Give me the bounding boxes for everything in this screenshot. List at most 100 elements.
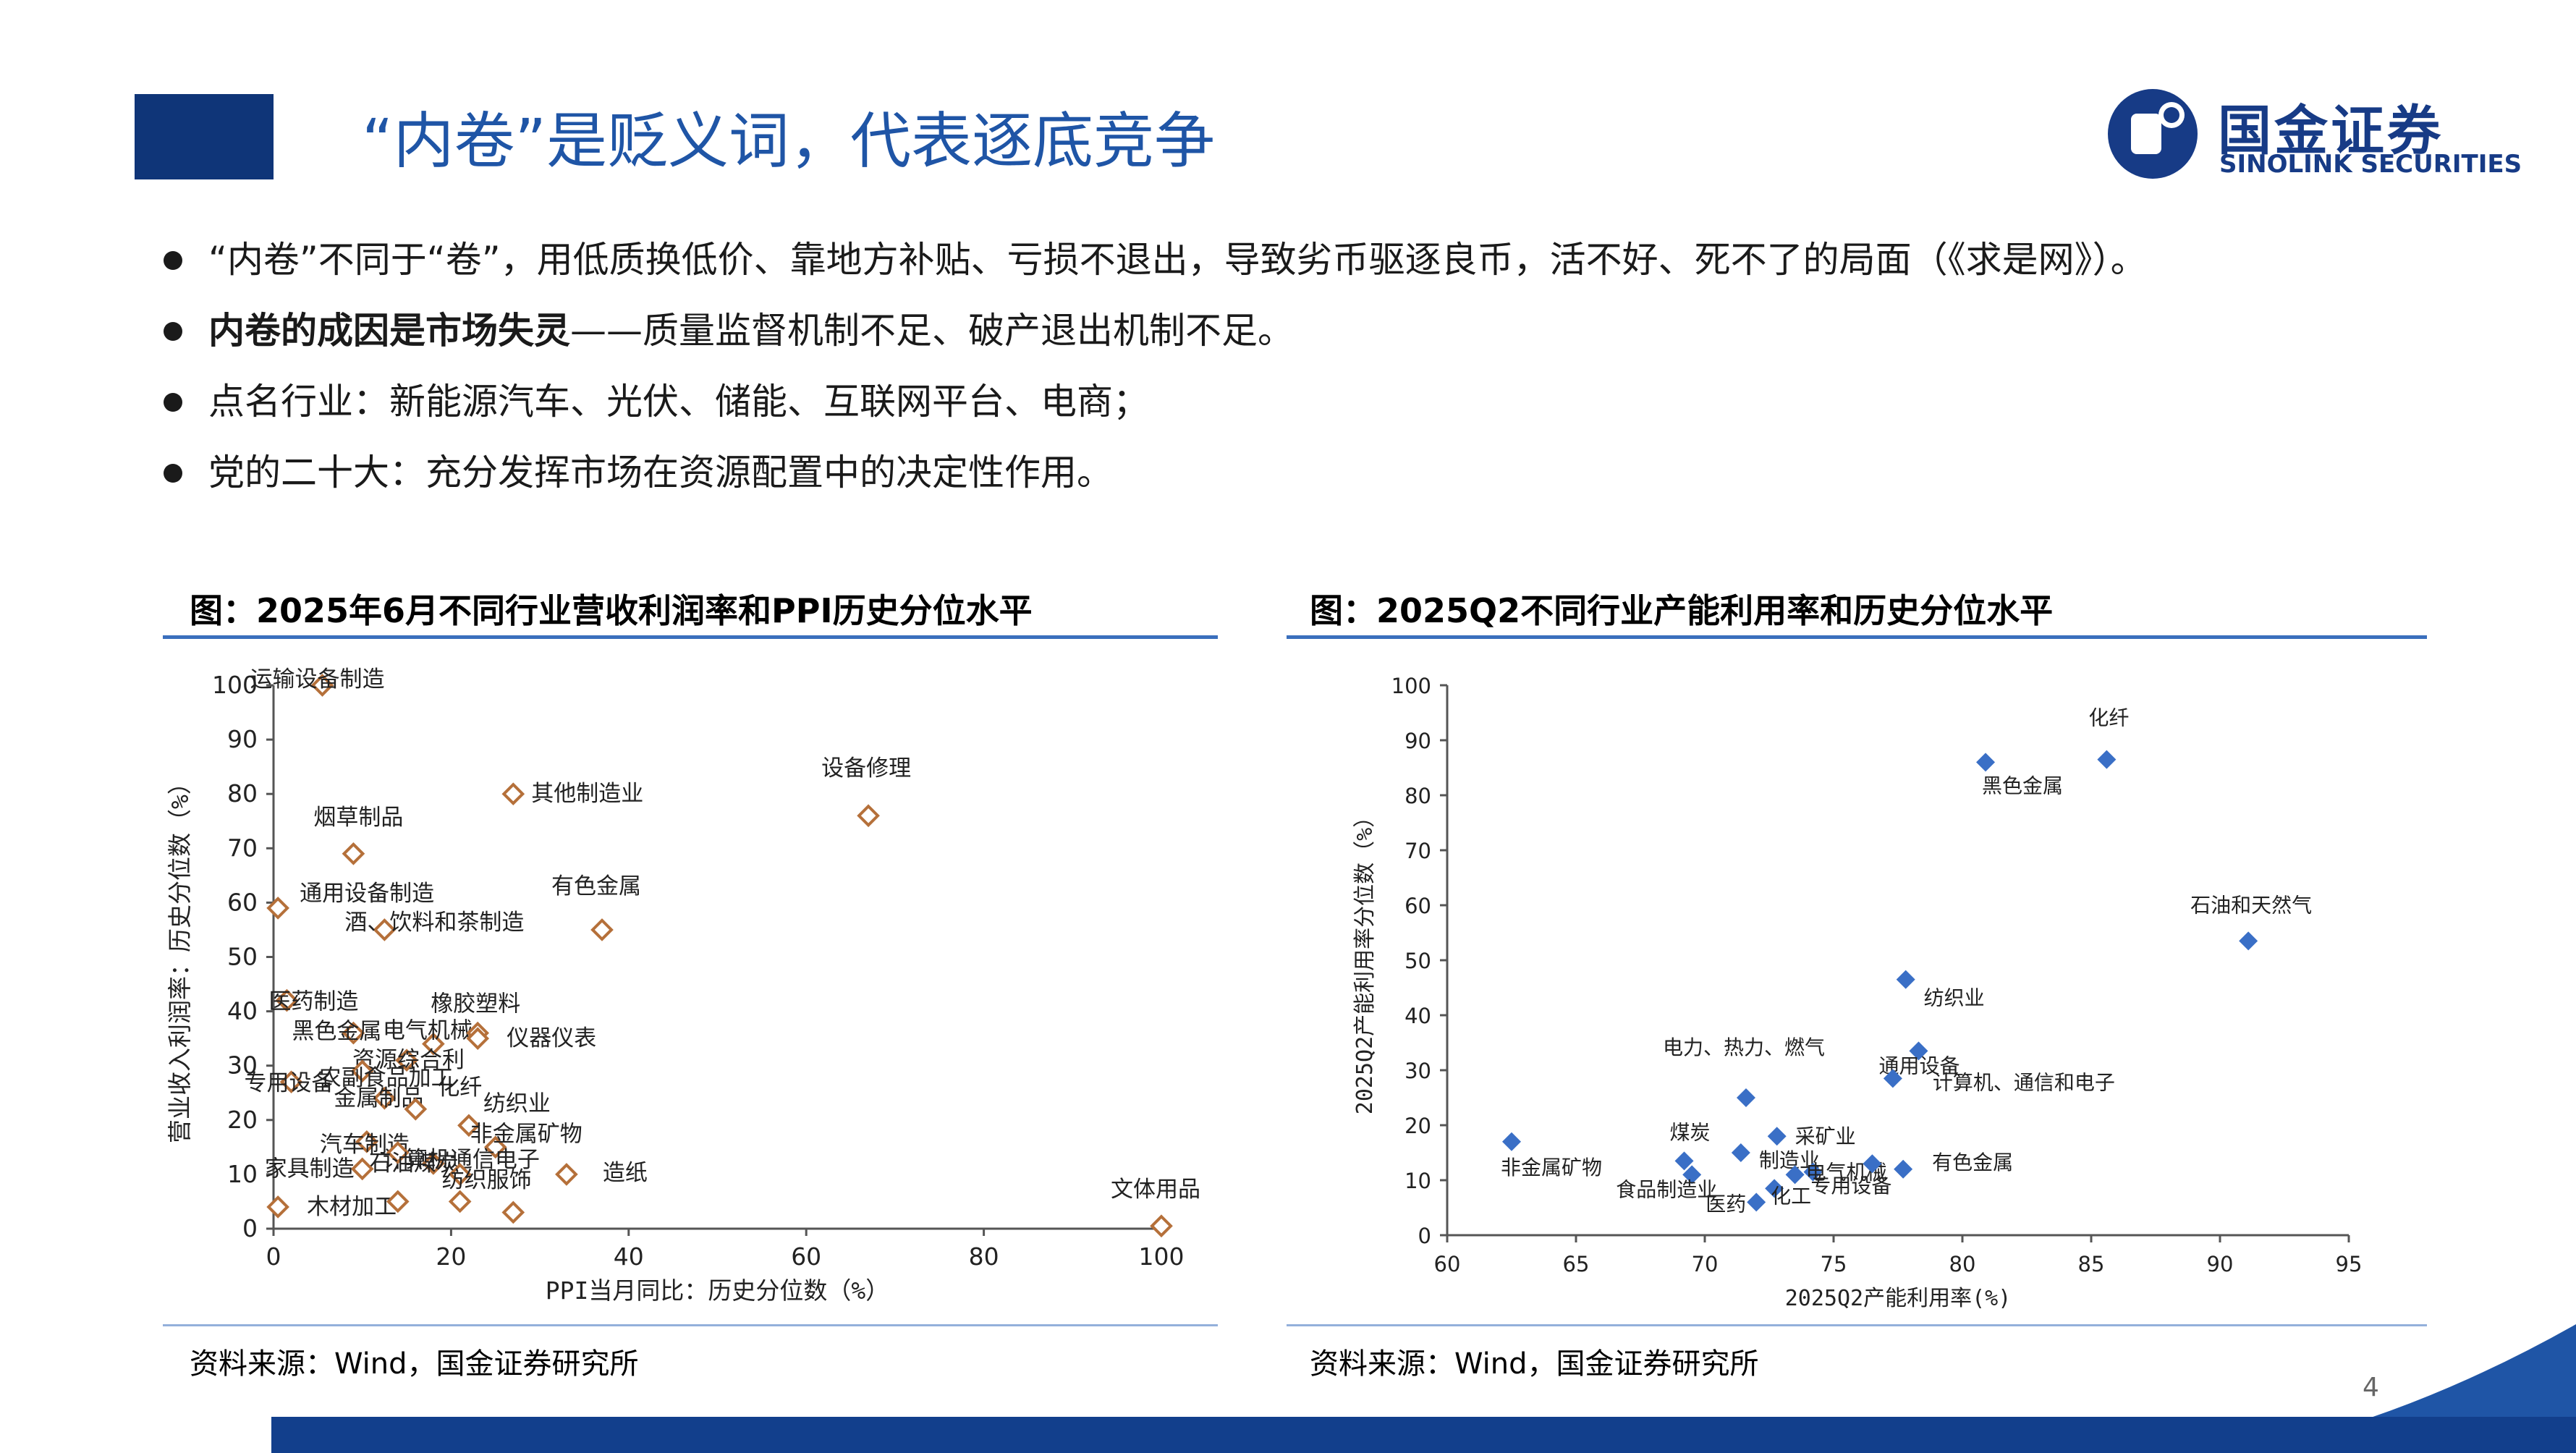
y-tick-label: 30 [1404,1059,1431,1083]
bullet-text: 党的二十大：充分发挥市场在资源配置中的决定性作用。 [208,452,1113,493]
scatter-point [466,1027,490,1050]
scatter-point [483,1135,507,1159]
point-label: 家具制造 [265,1156,355,1182]
left-chart-title: 图：2025年6月不同行业营收利润率和PPI历史分位水平 [190,591,1033,630]
point-label: 专用设备 [245,1070,334,1096]
scatter-point [266,897,289,920]
left-source-text: 资料来源：Wind，国金证券研究所 [190,1347,639,1381]
x-tick-label: 80 [1949,1252,1976,1276]
scatter-point [279,1070,303,1094]
y-tick-label: 90 [227,725,258,753]
point-label: 专用设备 [1810,1174,1891,1198]
point-label: 黑色金属 [1982,774,2063,797]
bullet-text: “内卷”不同于“卷”，用低质换低价、靠地方补贴、亏损不退出，导致劣币驱逐良币，活… [208,239,2147,281]
y-tick-label: 0 [242,1214,258,1242]
point-label: 仪器仪表 [507,1025,596,1051]
bullet-list: “内卷”不同于“卷”，用低质换低价、靠地方补贴、亏损不退出，导致劣币驱逐良币，活… [159,224,2147,508]
page-number: 4 [2363,1373,2379,1402]
scatter-point [1767,1127,1787,1146]
scatter-point [1765,1179,1784,1198]
scatter-point [342,842,365,865]
bullet-text: ——质量监督机制不足、破产退出机制不足。 [570,310,1294,352]
point-label: 烟草制品 [313,805,403,831]
y-axis-title: 营业收入利润率：历史分位数（%） [166,771,194,1143]
y-tick-label: 70 [1404,839,1431,863]
scatter-point [1894,1159,1913,1179]
point-label: 农副食品加工 [319,1065,454,1091]
x-tick-label: 60 [1434,1252,1461,1276]
x-axis-title: PPI当月同比：历史分位数（%） [546,1276,889,1305]
y-tick-label: 60 [227,888,258,916]
bullet-item: 内卷的成因是市场失灵——质量监督机制不足、破产退出机制不足。 [159,295,2147,366]
point-label: 化纤 [2088,706,2129,730]
y-tick-label: 10 [1404,1169,1431,1193]
scatter-point [1502,1132,1521,1151]
scatter-point [342,1021,365,1045]
x-tick-label: 40 [614,1242,644,1271]
bullet-dot-icon [164,322,182,341]
x-tick-label: 95 [2336,1252,2363,1276]
point-label: 文体用品 [1111,1177,1200,1203]
logo-cn-text: 国金证券 [2218,100,2444,162]
scatter-point [266,1195,289,1219]
scatter-point [373,918,397,941]
point-label: 电力、热力、燃气 [1663,1035,1825,1059]
right-chart-title: 图：2025Q2不同行业产能利用率和历史分位水平 [1310,591,2054,630]
scatter-point [1731,1143,1750,1162]
x-tick-label: 60 [791,1242,821,1271]
point-label: 医药制造 [268,989,358,1015]
x-tick-label: 100 [1139,1242,1185,1271]
right-source-text: 资料来源：Wind，国金证券研究所 [1310,1347,1759,1381]
x-tick-label: 80 [969,1242,999,1271]
point-label: 其他制造业 [531,781,643,807]
company-logo: 国金证券 SINOLINK SECURITIES [2102,83,2543,185]
point-label: 化工 [1771,1184,1811,1208]
point-label: 纺织服饰 [442,1167,532,1193]
bullet-text: 点名行业：新能源汽车、光伏、储能、互联网平台、电商； [208,381,1149,423]
y-tick-label: 20 [227,1106,258,1134]
point-label: 采矿业 [1795,1124,1856,1148]
scatter-point [386,1141,410,1164]
point-label: 纺织业 [1924,986,1985,1010]
scatter-point [386,1190,410,1213]
scatter-point [1976,753,1996,772]
y-axis-title: 2025Q2产能利用率分位数（%） [1352,806,1378,1114]
scatter-point [355,1130,378,1153]
y-tick-label: 40 [1404,1004,1431,1028]
x-tick-label: 90 [2207,1252,2234,1276]
scatter-point [1863,1154,1882,1174]
scatter-point [1909,1041,1928,1061]
scatter-point [275,988,299,1012]
point-label: 纺织业 [483,1090,551,1117]
bullet-bold-text: 内卷的成因是市场失灵 [208,310,570,352]
point-label: 造纸 [603,1160,648,1186]
point-label: 酒、饮料和茶制造 [344,910,524,936]
scatter-point [395,1049,418,1072]
scatter-point [857,804,880,828]
y-tick-label: 80 [1404,784,1431,808]
y-tick-label: 90 [1404,729,1431,753]
right-scatter-chart: 0 10 20 30 40 50 60 70 80 90 100 60 65 70 75 80 85 90 95 20… [1352,674,2363,1311]
x-tick-label: 20 [436,1242,466,1271]
slide-title: “内卷”是贬义词，代表逐底竞争 [362,106,1216,177]
scatter-point [1896,970,1915,989]
point-label: 石油和天然气 [2190,893,2312,917]
scatter-point [448,1190,472,1213]
y-tick-label: 10 [227,1160,258,1188]
title-accent-block [135,94,274,179]
y-tick-label: 80 [227,779,258,808]
y-tick-label: 50 [227,943,258,971]
point-label: 电气机械 [383,1018,473,1044]
scatter-point [448,1163,472,1186]
point-label: 有色金属 [551,873,641,899]
left-source-rule [163,1324,1218,1326]
point-label: 医药 [1706,1192,1746,1216]
scatter-point [590,918,614,941]
scatter-point [501,782,525,806]
x-tick-label: 70 [1692,1252,1719,1276]
x-tick-label: 0 [266,1242,281,1271]
scatter-point [373,1086,397,1110]
x-axis-title: 2025Q2产能利用率(%) [1785,1286,2012,1311]
y-tick-label: 100 [212,671,258,699]
y-tick-label: 40 [227,997,258,1025]
